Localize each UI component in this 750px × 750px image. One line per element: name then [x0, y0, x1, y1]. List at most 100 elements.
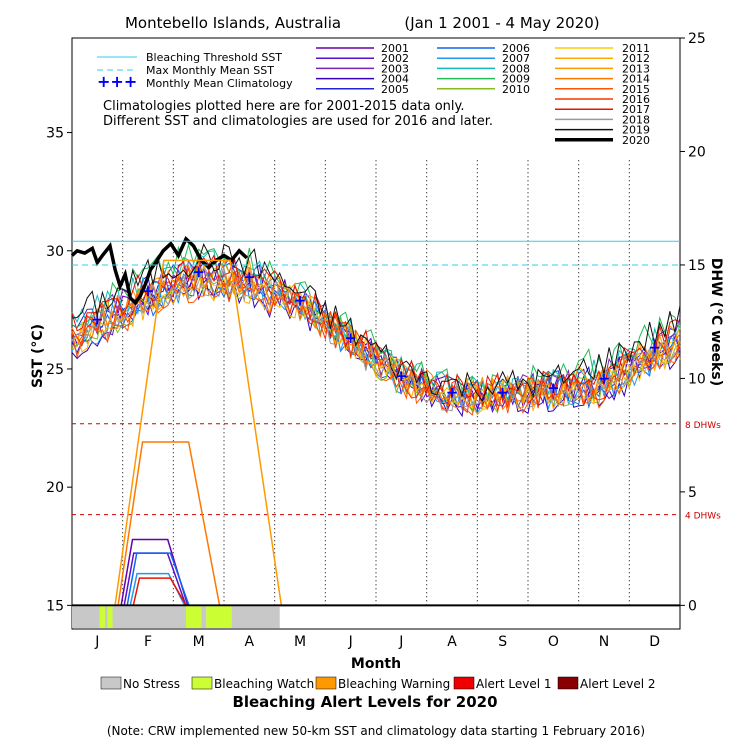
y-tick-label-left: 15 — [46, 598, 64, 614]
climatology-point: + — [547, 379, 560, 397]
alert-swatch — [315, 676, 337, 690]
y-tick-label-left: 25 — [46, 362, 64, 378]
dhw-reference-label: 4 DHWs — [685, 512, 721, 522]
alert-bar-segment — [231, 606, 280, 628]
y-tick-label-left: 20 — [46, 480, 64, 496]
month-label: J — [94, 634, 99, 650]
y-tick-label-right: 0 — [688, 598, 697, 614]
sst-line-2020 — [70, 235, 248, 306]
climatology-point: + — [243, 268, 256, 286]
dhw-trace — [117, 441, 221, 606]
climatology-point: + — [142, 282, 155, 300]
alert-levels-title: Bleaching Alert Levels for 2020 — [232, 693, 497, 711]
legend-year-label: 2001 — [381, 42, 409, 55]
footnote: (Note: CRW implemented new 50-km SST and… — [107, 724, 645, 738]
sst-line-2019 — [71, 242, 681, 402]
alert-swatch — [557, 676, 579, 690]
legend-year-label: 2012 — [622, 52, 650, 65]
legend-year-label: 2013 — [622, 62, 650, 75]
legend-year-label: 2005 — [381, 83, 409, 96]
climatology-note-line1: Climatologies plotted here are for 2001-… — [103, 99, 464, 114]
y-tick-label-right: 5 — [688, 485, 697, 501]
legend-year-label: 2002 — [381, 52, 409, 65]
legend-reference: Bleaching Threshold SST Max Monthly Mean… — [97, 51, 493, 129]
alert-level-legend: No Stress Bleaching Watch Bleaching Warnin… — [100, 676, 656, 691]
month-label: O — [548, 634, 559, 650]
sst-line-2017 — [71, 254, 681, 407]
climatology-point: + — [648, 339, 661, 357]
alert-swatch — [100, 676, 122, 690]
climatology-point: + — [344, 329, 357, 347]
dhw-trace — [126, 552, 190, 606]
dhw-reference-label: 8 DHWs — [685, 421, 721, 431]
chart-date-range: (Jan 1 2001 - 4 May 2020) — [404, 14, 599, 32]
alert-label: No Stress — [123, 677, 180, 691]
legend-year-label: 2018 — [622, 113, 650, 126]
sst-line-2012 — [71, 272, 681, 416]
month-label: M — [193, 634, 205, 650]
alert-bar-segment — [201, 606, 207, 628]
dhw-trace — [114, 259, 283, 606]
alert-bar-segment — [104, 606, 108, 628]
alert-swatch — [453, 676, 475, 690]
alert-swatch — [191, 676, 213, 690]
alert-label: Bleaching Watch — [214, 677, 314, 691]
sst-line-2015 — [71, 269, 681, 416]
y-axis-label-right: DHW (°C weeks) — [708, 258, 724, 386]
y-tick-label-right: 20 — [688, 144, 706, 160]
legend-year-label: 2011 — [622, 42, 650, 55]
legend-year-label: 2019 — [622, 124, 650, 137]
legend-year-label: 2010 — [502, 83, 530, 96]
alert-label: Bleaching Warning — [338, 677, 450, 691]
legend-climatology-label: Monthly Mean Climatology — [146, 77, 293, 90]
month-label: A — [447, 634, 457, 650]
climatology-note-line2: Different SST and climatologies are used… — [103, 114, 493, 129]
legend-year-label: 2006 — [502, 42, 530, 55]
climatology-point: + — [192, 263, 205, 281]
month-label: D — [649, 634, 660, 650]
legend-climatology-plus-icon: +++ — [97, 72, 137, 91]
dhw-trace — [132, 577, 187, 606]
climatology-point: + — [294, 291, 307, 309]
legend-year-label: 2009 — [502, 73, 530, 86]
sst-line-2018 — [71, 266, 681, 412]
y-tick-label-left: 30 — [46, 244, 64, 260]
month-label: J — [398, 634, 403, 650]
alert-label: Alert Level 2 — [580, 677, 656, 691]
legend-year-label: 2008 — [502, 62, 530, 75]
legend-year-label: 2017 — [622, 103, 650, 116]
alert-bar-segment — [107, 606, 113, 628]
x-axis-label: Month — [351, 656, 401, 672]
month-label: N — [599, 634, 609, 650]
legend-year-label: 2020 — [622, 134, 650, 147]
alert-bar-segment — [99, 606, 105, 628]
month-label: M — [294, 634, 306, 650]
climatology-point: + — [496, 384, 509, 402]
month-label: A — [245, 634, 255, 650]
legend-year-label: 2003 — [381, 62, 409, 75]
month-label: F — [144, 634, 152, 650]
climatology-point: + — [446, 384, 459, 402]
y-axis-label-left: SST (°C) — [30, 324, 46, 388]
alert-bar-segment — [206, 606, 232, 628]
alert-bar-segment — [112, 606, 186, 628]
climatology-point: + — [91, 310, 104, 328]
alert-bar-segment — [72, 606, 100, 628]
legend-threshold-label: Bleaching Threshold SST — [146, 51, 282, 64]
alert-bar-segment — [186, 606, 202, 628]
legend-year-label: 2016 — [622, 93, 650, 106]
y-tick-label-right: 10 — [688, 371, 706, 387]
month-label: J — [348, 634, 353, 650]
legend-mmm-label: Max Monthly Mean SST — [146, 64, 274, 77]
chart-title: Montebello Islands, Australia — [125, 14, 341, 32]
legend-year-label: 2004 — [381, 73, 409, 86]
legend-year-label: 2015 — [622, 83, 650, 96]
legend-year-label: 2007 — [502, 52, 530, 65]
month-label: S — [498, 634, 507, 650]
climatology-point: + — [598, 369, 611, 387]
legend-year-label: 2014 — [622, 73, 650, 86]
y-tick-label-right: 15 — [688, 258, 706, 274]
